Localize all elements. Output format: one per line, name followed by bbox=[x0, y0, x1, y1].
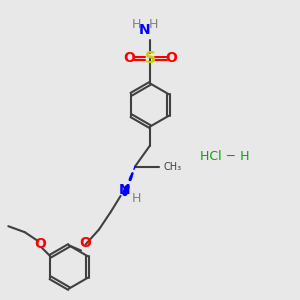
Text: H: H bbox=[132, 191, 141, 205]
Text: H: H bbox=[131, 17, 141, 31]
Text: O: O bbox=[34, 237, 46, 251]
Text: CH₃: CH₃ bbox=[164, 161, 181, 172]
Text: N: N bbox=[119, 184, 130, 197]
Text: H: H bbox=[148, 17, 158, 31]
Text: HCl − H: HCl − H bbox=[200, 149, 250, 163]
Text: N: N bbox=[139, 23, 150, 37]
Text: O: O bbox=[165, 52, 177, 65]
Text: S: S bbox=[145, 51, 155, 66]
Text: O: O bbox=[80, 236, 92, 250]
Text: O: O bbox=[123, 52, 135, 65]
